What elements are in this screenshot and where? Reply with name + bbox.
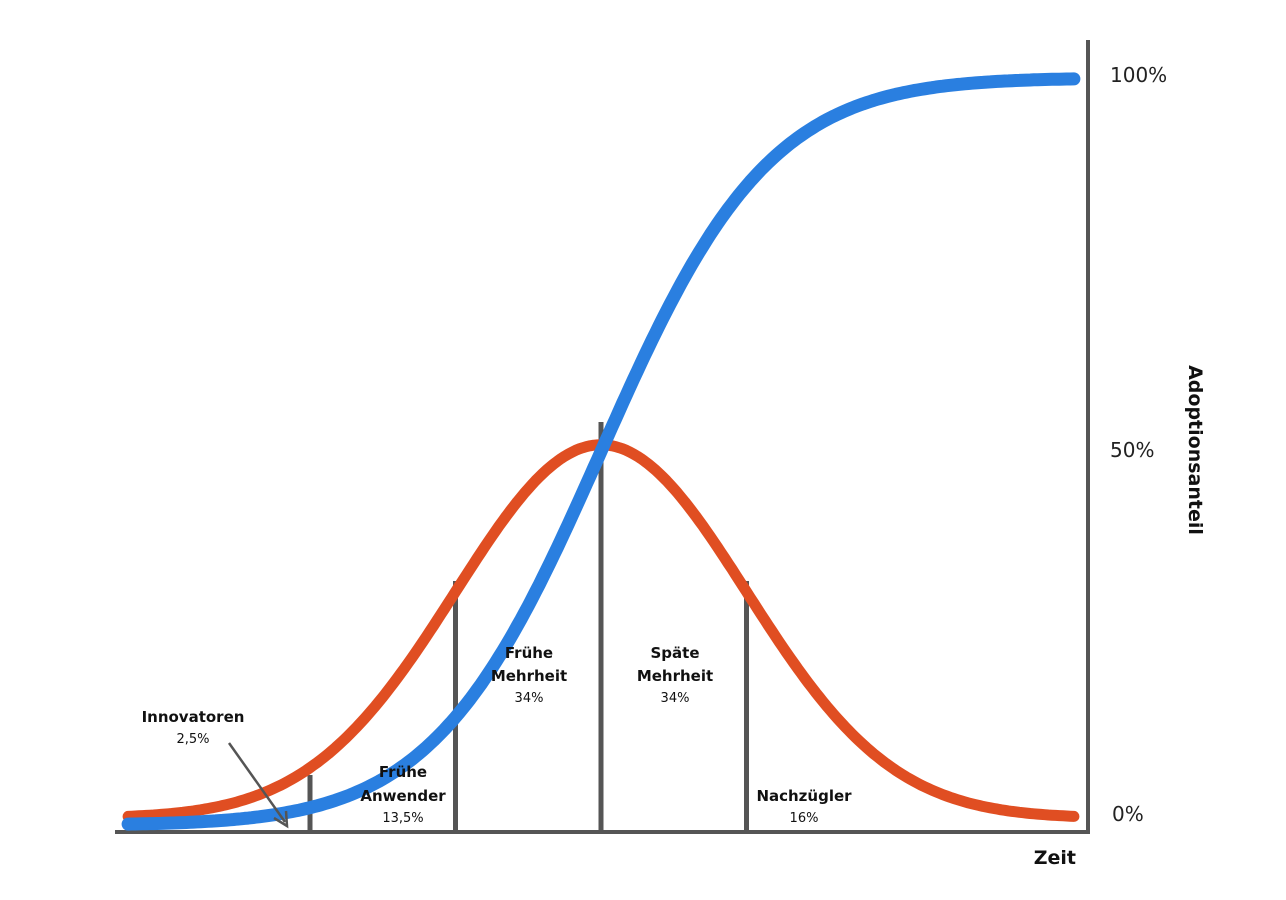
segment-percent-innovators: 2,5%: [176, 732, 209, 747]
innovators-arrow-head: [273, 810, 289, 829]
y-tick-label: 100%: [1110, 63, 1167, 87]
y-tick-label: 0%: [1112, 802, 1144, 826]
segment-percent-late-majority: 34%: [661, 691, 690, 706]
innovators-arrow: [227, 742, 287, 823]
y-tick-label: 50%: [1110, 438, 1154, 462]
segment-label-early-adopters: Frühe: [379, 763, 427, 781]
segment-label-early-adopters: Anwender: [360, 787, 446, 805]
segment-label-innovators: Innovatoren: [142, 708, 245, 726]
segment-label-late-majority: Späte: [650, 644, 699, 662]
x-axis-title: Zeit: [1034, 847, 1076, 869]
segment-label-late-majority: Mehrheit: [637, 667, 713, 685]
segment-percent-early-adopters: 13,5%: [382, 811, 423, 826]
segment-label-laggards: Nachzügler: [756, 787, 852, 805]
segment-percent-laggards: 16%: [790, 811, 819, 826]
segment-percent-early-majority: 34%: [515, 691, 544, 706]
segment-label-early-majority: Mehrheit: [491, 667, 567, 685]
y-axis-title: Adoptionsanteil: [1184, 365, 1206, 535]
segment-label-early-majority: Frühe: [505, 644, 553, 662]
